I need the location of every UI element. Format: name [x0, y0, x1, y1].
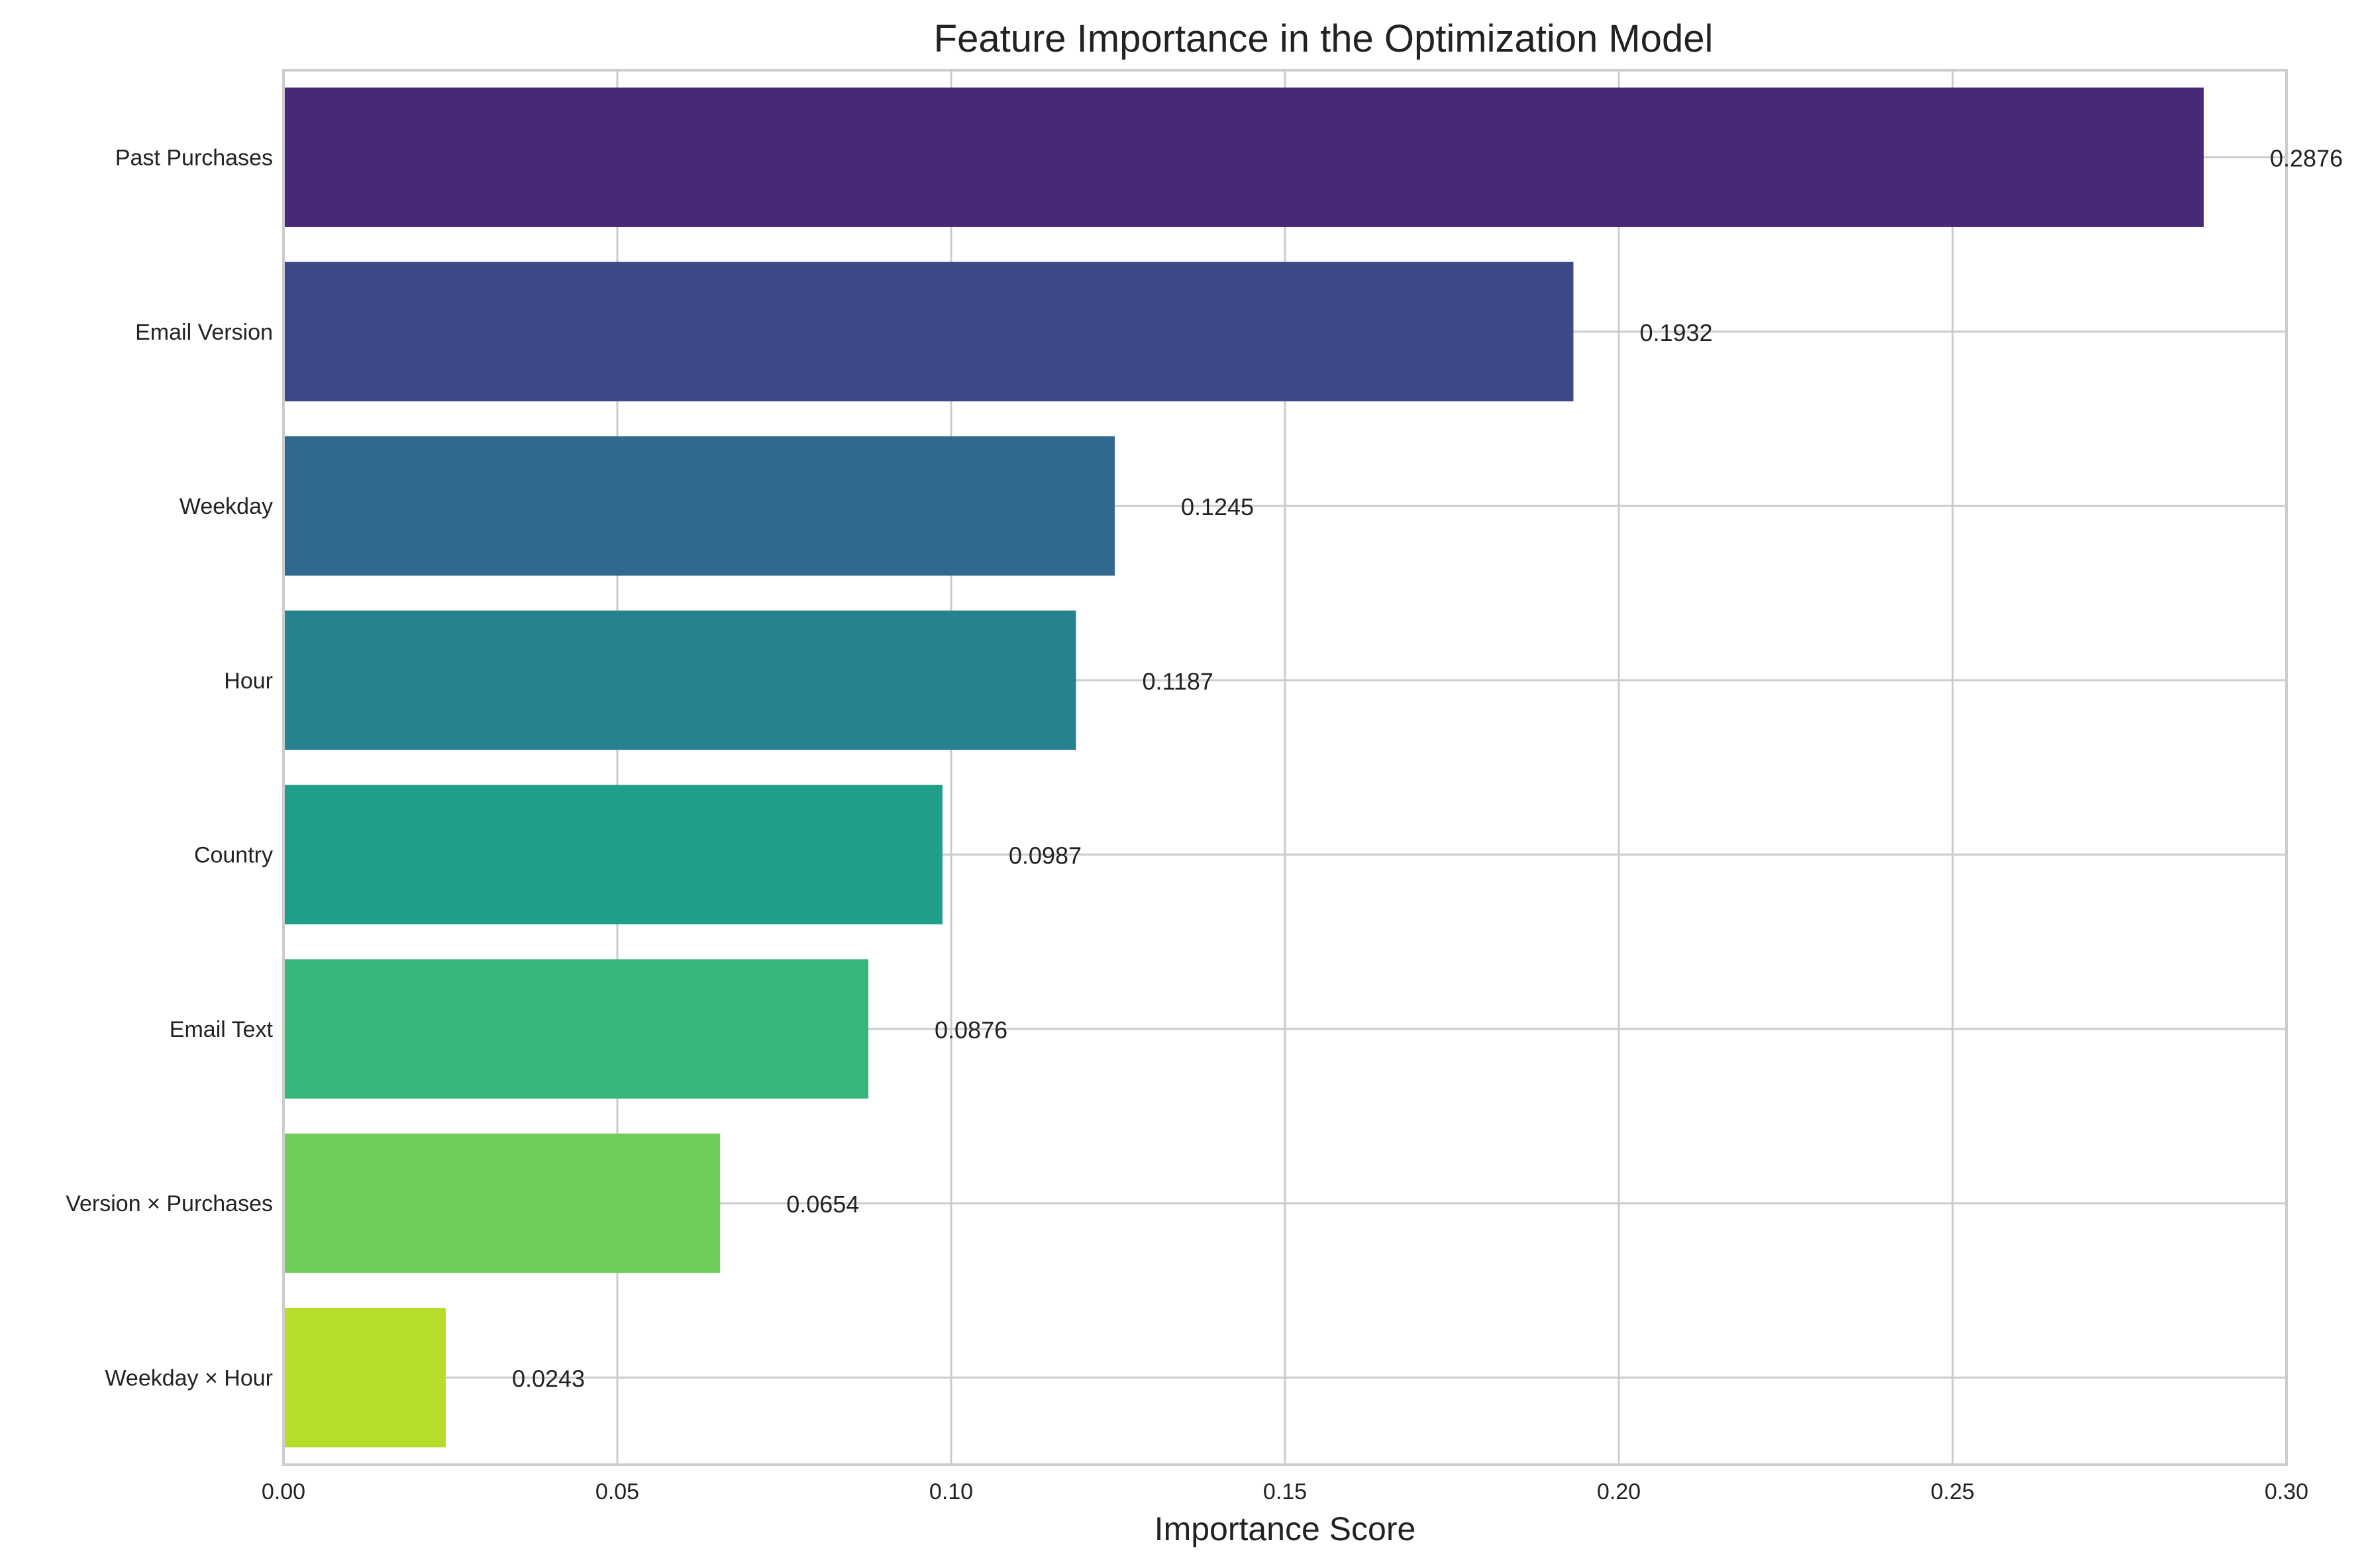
chart-title: Feature Importance in the Optimization M…: [934, 17, 1714, 60]
x-tick-label: 0.05: [595, 1479, 639, 1504]
x-tick-label: 0.00: [262, 1479, 305, 1504]
bar-value-label: 0.0876: [935, 1016, 1007, 1044]
x-tick-label: 0.15: [1263, 1479, 1307, 1504]
bar-value-label: 0.0654: [786, 1191, 859, 1218]
x-tick-label: 0.25: [1931, 1479, 1975, 1504]
bar: [283, 1133, 721, 1273]
y-category-label: Version × Purchases: [66, 1191, 273, 1216]
x-axis-label: Importance Score: [1155, 1510, 1416, 1547]
bar: [283, 1308, 446, 1447]
bar-value-label: 0.0987: [1009, 842, 1082, 869]
y-category-label: Email Text: [170, 1017, 274, 1042]
y-category-label: Country: [194, 843, 273, 868]
y-category-label: Past Purchases: [115, 146, 273, 171]
bar: [283, 959, 869, 1099]
bar-value-label: 0.0243: [512, 1365, 585, 1392]
y-category-label: Weekday × Hour: [105, 1365, 273, 1391]
x-tick-label: 0.10: [929, 1479, 973, 1504]
x-tick-label: 0.20: [1597, 1479, 1641, 1504]
bar-value-label: 0.1245: [1181, 493, 1254, 520]
bar: [283, 611, 1076, 750]
plot-frame: [282, 69, 2288, 1466]
bars: [283, 87, 2204, 1447]
y-category-label: Hour: [224, 668, 273, 693]
y-axis-categories: Past Purchases Email Version Weekday Hour Co…: [66, 146, 273, 1391]
bar: [283, 87, 2204, 227]
bar: [283, 262, 1574, 402]
bar-value-label: 0.1932: [1639, 319, 1712, 346]
bar-value-label: 0.1187: [1142, 667, 1213, 695]
x-tick-label: 0.30: [2265, 1479, 2308, 1504]
y-category-label: Weekday: [180, 494, 273, 519]
bar: [283, 436, 1115, 576]
y-category-label: Email Version: [135, 320, 273, 345]
bar-value-label: 0.2876: [2270, 145, 2343, 172]
bar: [283, 785, 943, 924]
data-labels: 0.2876 0.1932 0.1245 0.1187 0.0987 0.0876 0.06…: [512, 145, 2343, 1393]
x-axis-ticks: 0.00 0.05 0.10 0.15 0.20 0.25 0.30: [262, 1479, 2308, 1504]
